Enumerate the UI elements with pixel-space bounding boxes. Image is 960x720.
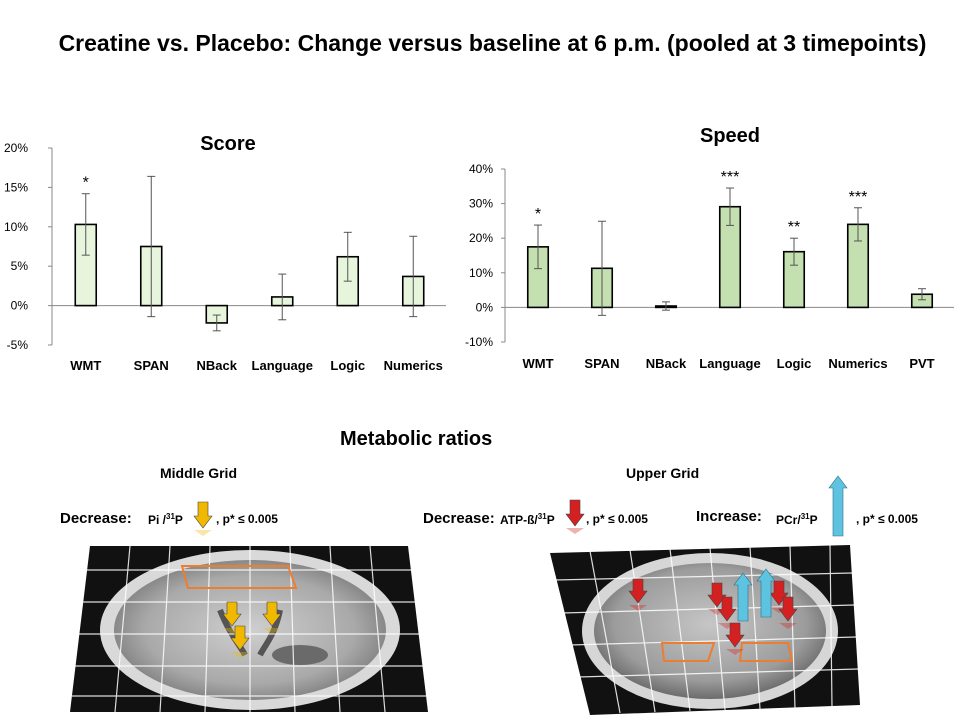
- upper-increase-legend-arrow-icon: [828, 475, 848, 537]
- y-tick-label: 30%: [469, 197, 493, 211]
- down-arrow-shape: [628, 578, 648, 604]
- y-tick-label: 20%: [469, 231, 493, 245]
- middle-p-label: , p* ≤ 0.005: [216, 512, 278, 526]
- category-label: Logic: [777, 356, 812, 371]
- arrow-reflection: [779, 623, 797, 629]
- category-label: PVT: [909, 356, 934, 371]
- category-label: NBack: [197, 358, 238, 373]
- significance-label: *: [535, 206, 541, 223]
- y-tick-label: 0%: [476, 300, 494, 314]
- category-label: NBack: [646, 356, 687, 371]
- arrow-reflection: [629, 605, 647, 611]
- up-arrow-shape: [733, 572, 753, 622]
- down-arrow-shape: [778, 596, 798, 622]
- y-tick-label: 10%: [469, 266, 493, 280]
- category-label: Numerics: [384, 358, 443, 373]
- score-chart: Score -5% 0% 5% 10% 15% 20% WMT * SPAN NBack Langua…: [4, 133, 446, 373]
- down-arrow-shape: [725, 622, 745, 648]
- down-arrow-shape: [565, 499, 585, 527]
- down-arrow-shape: [193, 501, 213, 529]
- category-label: Language: [699, 356, 760, 371]
- upper-increase-ratio-label: PCr/31P: [776, 512, 818, 527]
- category-label: WMT: [70, 358, 101, 373]
- metabolic-title: Metabolic ratios: [340, 428, 493, 450]
- significance-label: ***: [849, 189, 868, 206]
- down-arrow-shape: [230, 625, 250, 651]
- y-tick-label: 0%: [11, 299, 29, 313]
- down-arrow-shape: [222, 601, 242, 627]
- y-tick-label: 5%: [11, 259, 29, 273]
- y-tick-label: 20%: [4, 141, 28, 155]
- significance-label: *: [83, 175, 89, 192]
- down-arrow-shape: [262, 601, 282, 627]
- upper-increase-p-label: , p* ≤ 0.005: [856, 512, 918, 526]
- significance-label: ***: [721, 169, 740, 186]
- up-arrow-shape: [828, 475, 848, 537]
- speed-chart: Speed -10% 0% 10% 20% 30% 40% WMT * SPAN NBack Lang…: [465, 125, 954, 371]
- arrow-reflection: [726, 649, 744, 655]
- y-tick-label: 15%: [4, 180, 28, 194]
- chart-title: Speed: [700, 125, 760, 147]
- charts-area: Score -5% 0% 5% 10% 15% 20% WMT * SPAN NBack Langua…: [4, 125, 954, 373]
- middle-legend-arrow-icon: [193, 501, 213, 536]
- middle-decrease-label: Decrease:: [60, 510, 132, 527]
- category-label: SPAN: [134, 358, 169, 373]
- category-label: Logic: [330, 358, 365, 373]
- page-title: Creatine vs. Placebo: Change versus base…: [58, 30, 927, 56]
- category-label: Language: [252, 358, 313, 373]
- middle-grid-title: Middle Grid: [160, 465, 237, 481]
- arrow-reflection: [263, 628, 281, 634]
- y-tick-label: -10%: [465, 335, 493, 349]
- category-label: Numerics: [828, 356, 887, 371]
- upper-increase-label: Increase:: [696, 508, 762, 525]
- significance-label: **: [788, 219, 800, 236]
- upper-decrease-ratio-label: ATP-ß/31P: [500, 512, 555, 527]
- chart-title: Score: [200, 133, 256, 155]
- y-tick-label: 10%: [4, 220, 28, 234]
- upper-decrease-legend-arrow-icon: [565, 499, 585, 534]
- upper-decrease-label: Decrease:: [423, 510, 495, 527]
- y-tick-label: -5%: [7, 338, 29, 352]
- upper-grid-mri-image: [550, 545, 860, 715]
- category-label: WMT: [522, 356, 553, 371]
- y-tick-label: 40%: [469, 162, 493, 176]
- middle-ratio-label: Pi /31P: [148, 512, 183, 527]
- arrow-reflection: [566, 528, 584, 534]
- upper-decrease-p-label: , p* ≤ 0.005: [586, 512, 648, 526]
- middle-grid-mri-image: [70, 545, 428, 713]
- down-arrow-shape: [717, 596, 737, 622]
- up-arrow-shape: [756, 568, 776, 618]
- category-label: SPAN: [584, 356, 619, 371]
- down-arrow-shape: [707, 582, 727, 608]
- upper-grid-title: Upper Grid: [626, 465, 700, 481]
- arrow-reflection: [194, 530, 212, 536]
- arrow-reflection: [231, 652, 249, 658]
